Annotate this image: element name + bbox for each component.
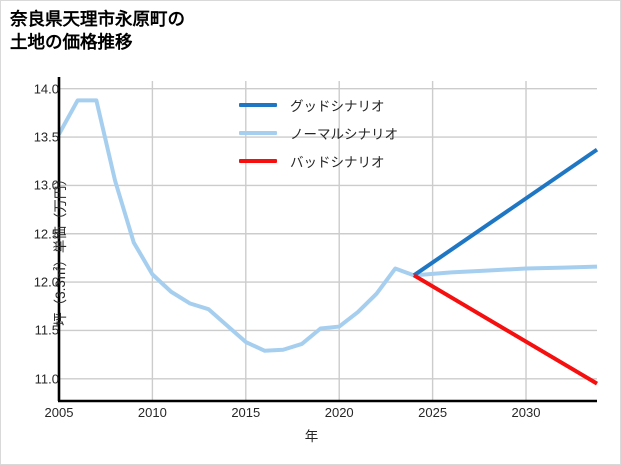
y-axis-label: 坪（3.3㎡）単価（万円）	[53, 172, 68, 326]
x-tick-label-0: 2005	[44, 405, 74, 420]
x-axis-ticks: 2005 2010 2015 2020 2025 2030	[1, 405, 620, 427]
legend-swatch-icon	[239, 131, 277, 135]
legend-swatch-icon	[239, 103, 277, 107]
legend-label: バッドシナリオ	[290, 155, 385, 170]
series-line	[412, 147, 599, 277]
legend-label: ノーマルシナリオ	[290, 127, 398, 142]
y-tick-label-5: 13.5	[33, 129, 59, 145]
legend-item-1[interactable]: ノーマルシナリオ	[239, 119, 475, 147]
legend-swatch-icon	[239, 159, 277, 163]
y-axis-ticks: 11.0 11.5 12.0 12.5 13.0 13.5 14.0	[1, 1, 59, 464]
x-tick-label-2: 2015	[231, 405, 261, 420]
legend-label: グッドシナリオ	[290, 99, 385, 114]
legend-item-2[interactable]: バッドシナリオ	[239, 147, 475, 175]
x-tick-label-3: 2020	[324, 405, 354, 420]
y-tick-label-6: 14.0	[33, 81, 59, 97]
series-line	[412, 273, 599, 386]
y-tick-label-3: 12.5	[33, 226, 59, 242]
y-tick-label-4: 13.0	[33, 177, 59, 193]
series-line	[57, 98, 598, 353]
x-tick-label-5: 2030	[511, 405, 541, 420]
y-tick-label-1: 11.5	[34, 322, 59, 338]
x-tick-label-1: 2010	[137, 405, 167, 420]
y-tick-label-2: 12.0	[33, 274, 59, 290]
x-tick-label-4: 2025	[418, 405, 448, 420]
legend-item-0[interactable]: グッドシナリオ	[239, 91, 475, 119]
y-tick-label-0: 11.0	[34, 371, 59, 387]
x-axis-label: 年	[304, 429, 319, 444]
page-title: 奈良県天理市永原町の 土地の価格推移	[10, 9, 185, 53]
chart-legend: グッドシナリオ ノーマルシナリオ バッドシナリオ	[239, 91, 475, 175]
